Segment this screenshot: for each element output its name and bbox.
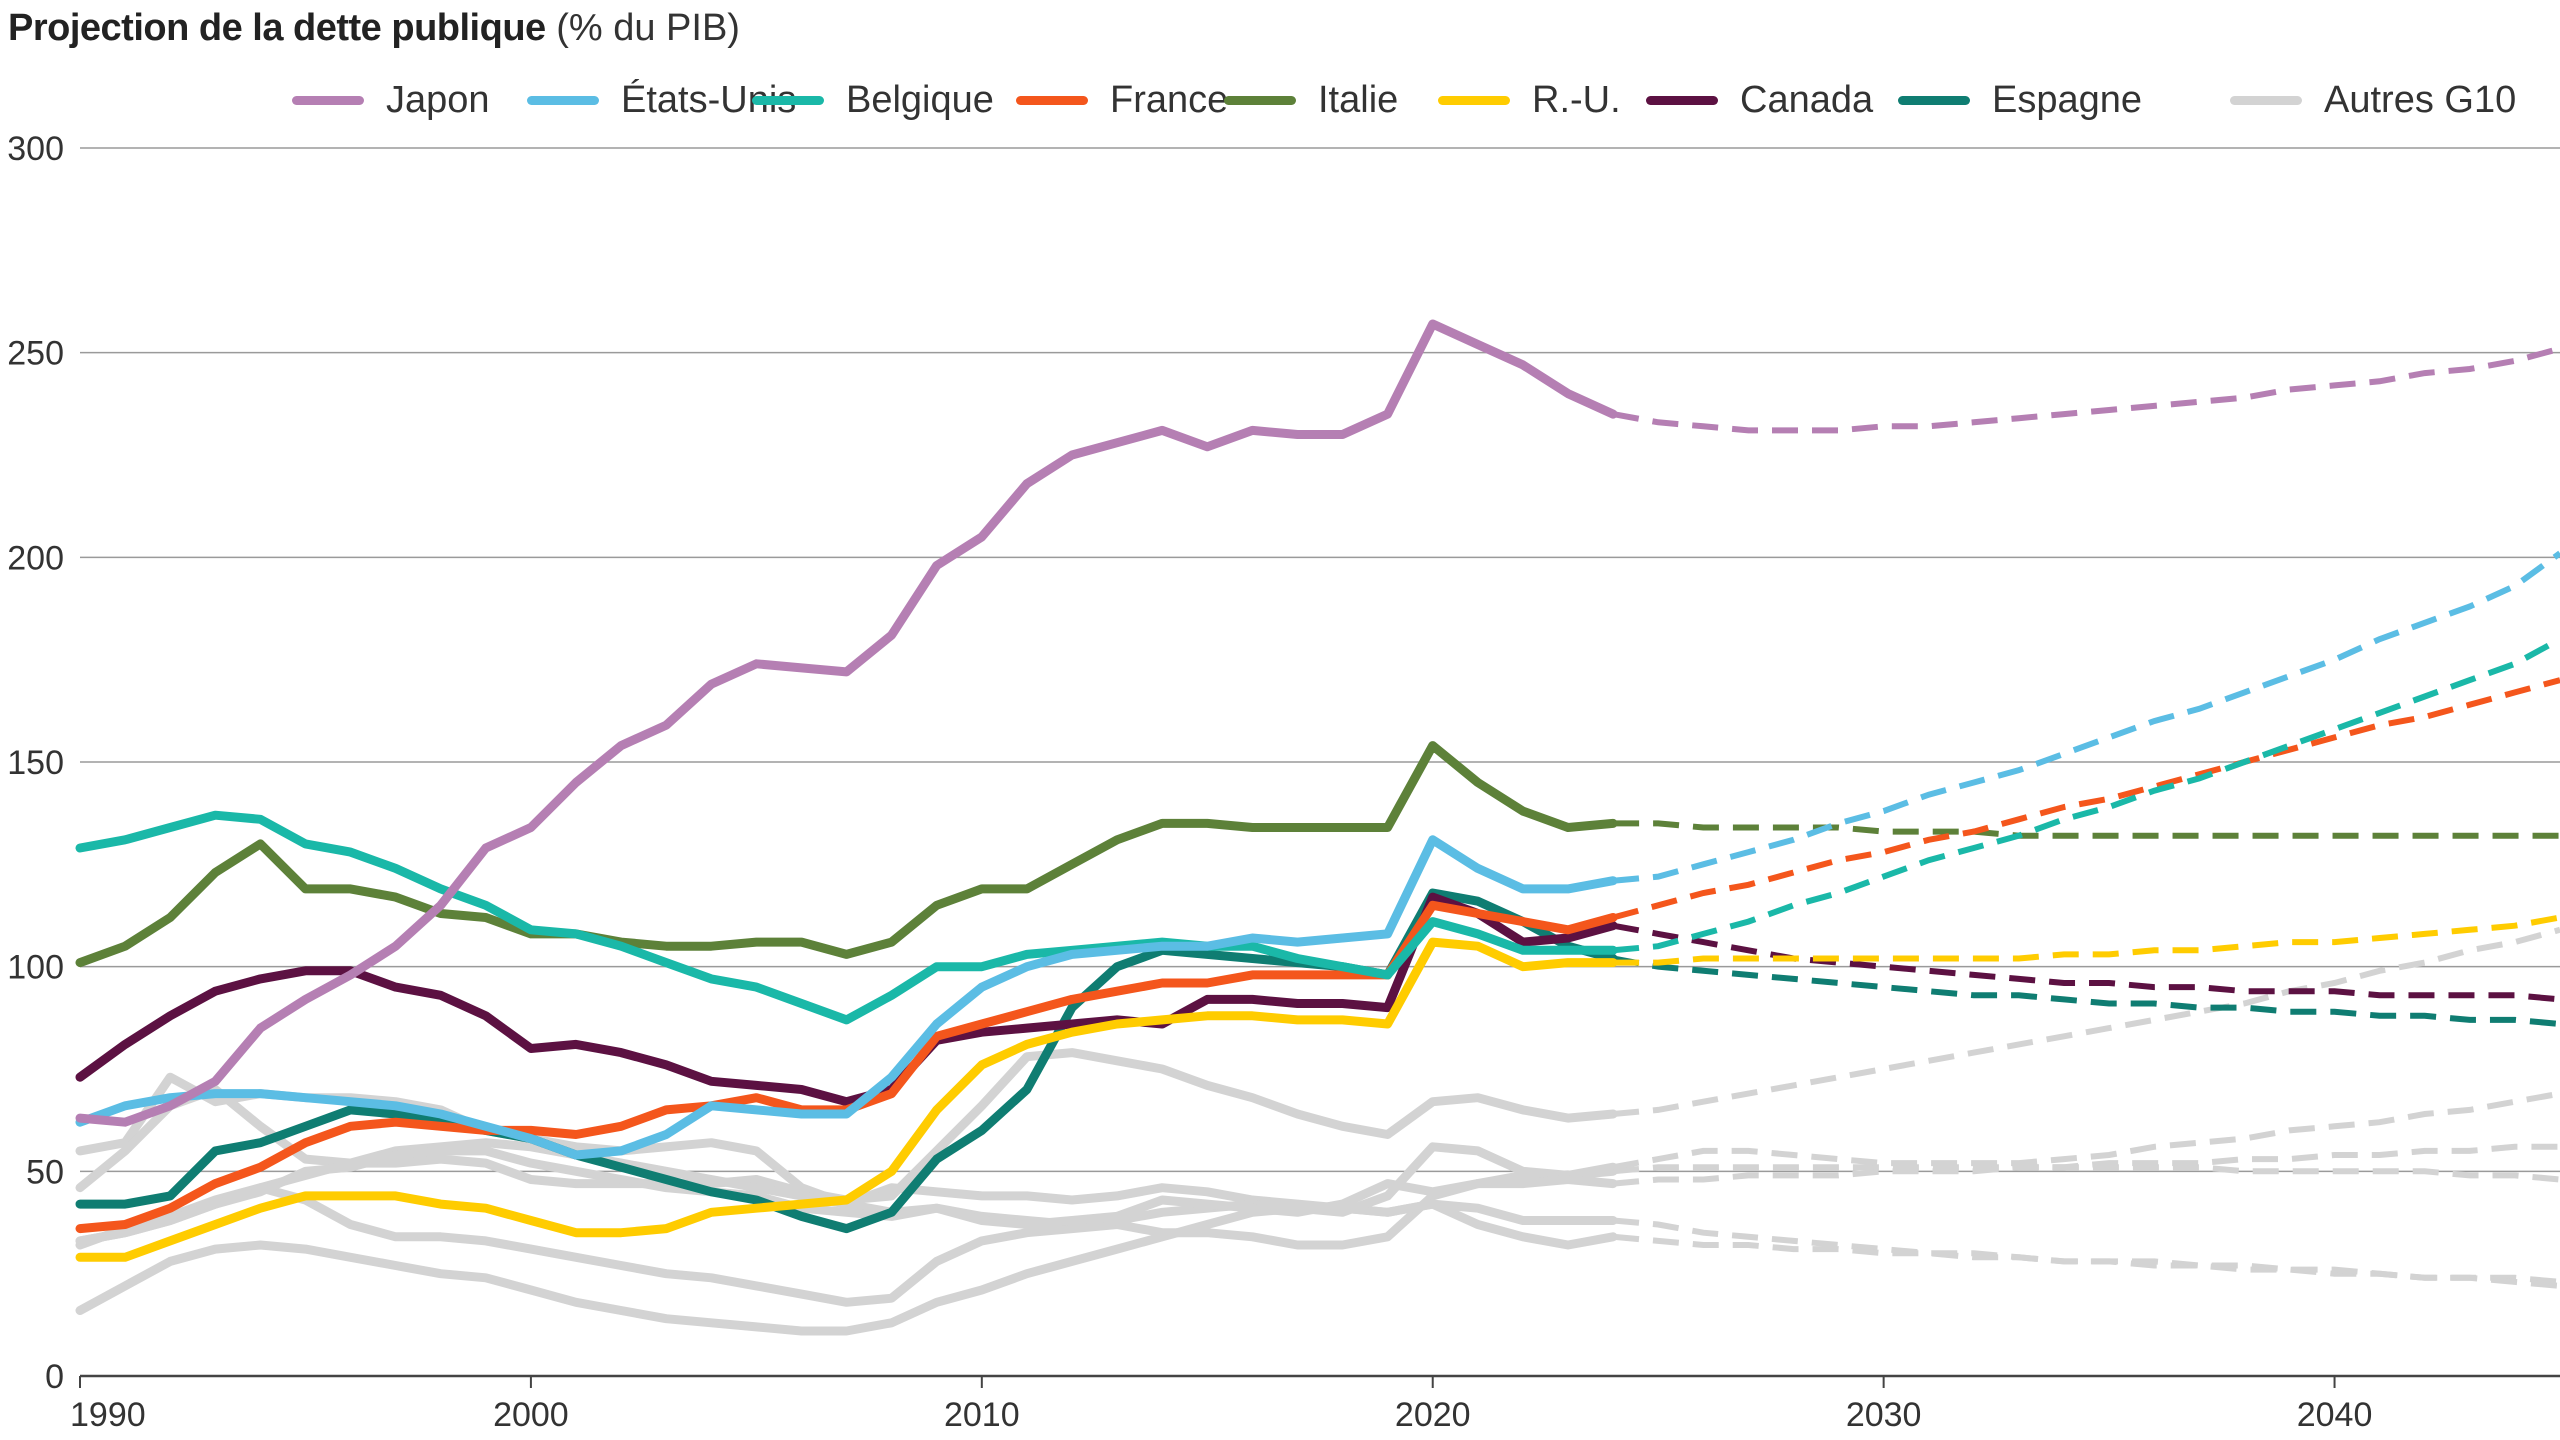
- series-line-autres: [75, 1199, 1618, 1336]
- legend-label: R.-U.: [1532, 78, 1621, 121]
- y-axis-ticks: 0 50 100 150 200 250 300: [7, 130, 64, 1396]
- series-projection-r-u: [1613, 914, 2560, 966]
- x-tick-label: 2010: [944, 1396, 1020, 1434]
- legend-label: Belgique: [846, 78, 994, 121]
- series-line-autres: [75, 1146, 1618, 1246]
- chart-title-subtitle: (% du PIB): [556, 7, 740, 49]
- legend-swatch: [292, 95, 364, 105]
- series-line-japon: [75, 319, 1618, 1127]
- x-tick-label: 2030: [1846, 1396, 1922, 1434]
- chart-legend: Japon États-Unis Belgique France Italie R.-U.…: [0, 72, 2560, 128]
- series-line-canada: [75, 892, 1618, 1107]
- series-projection-france: [1612, 677, 2560, 921]
- series-projection-autres-g10: [1612, 1217, 2560, 1285]
- y-tick-label: 250: [7, 335, 64, 373]
- series-projection-italie: [1613, 820, 2560, 839]
- legend-label: France: [1110, 78, 1229, 121]
- series-projection-espagne: [1612, 955, 2560, 1027]
- legend-item-r-u: R.-U.: [1438, 72, 1621, 128]
- legend-item-autres-g10: Autres G10: [2230, 72, 2516, 128]
- series-projection-autres: [1612, 1233, 2560, 1289]
- y-tick-label: 0: [45, 1358, 64, 1396]
- x-tick-label: 1990: [70, 1396, 146, 1434]
- series-projection-etats-unis: [1612, 550, 2560, 884]
- series-projection-canada: [1612, 922, 2560, 1003]
- legend-label: Japon: [386, 78, 490, 121]
- series-projection-japon: [1612, 345, 2560, 434]
- legend-swatch: [2230, 95, 2302, 105]
- legend-label: Espagne: [1992, 78, 2143, 121]
- legend-swatch: [1898, 95, 1970, 105]
- legend-swatch: [1438, 95, 1510, 105]
- y-tick-label: 50: [26, 1153, 64, 1191]
- series-line-etats-unis: [75, 835, 1618, 1160]
- legend-item-belgique: Belgique: [752, 72, 994, 128]
- legend-swatch: [1016, 95, 1088, 105]
- series-line-r-u: [75, 937, 1618, 1262]
- legend-item-japon: Japon: [292, 72, 490, 128]
- legend-label: Autres G10: [2324, 78, 2517, 121]
- series-lines: [75, 319, 2560, 1336]
- grid-lines: [80, 147, 2560, 1378]
- legend-item-france: France: [1016, 72, 1228, 128]
- legend-swatch: [1224, 95, 1296, 105]
- x-tick-label: 2000: [493, 1396, 569, 1434]
- legend-swatch: [527, 95, 599, 105]
- x-axis-ticks: 1990 2000 2010 2020 2030 2040: [70, 1376, 2372, 1434]
- legend-item-italie: Italie: [1224, 72, 1398, 128]
- legend-swatch: [1646, 95, 1718, 105]
- series-line-autres: [75, 1166, 1618, 1307]
- x-tick-label: 2020: [1395, 1396, 1471, 1434]
- chart-title-main: Projection de la dette publique: [8, 7, 546, 49]
- y-tick-label: 200: [7, 539, 64, 577]
- legend-label: Italie: [1318, 78, 1399, 121]
- series-line-italie: [75, 741, 1618, 968]
- legend-swatch: [752, 95, 824, 105]
- legend-item-canada: Canada: [1646, 72, 1873, 128]
- x-tick-label: 2040: [2297, 1396, 2373, 1434]
- series-projection-autres: [1612, 926, 2560, 1117]
- y-tick-label: 100: [7, 949, 64, 987]
- legend-label: Canada: [1740, 78, 1874, 121]
- series-line-belgique: [75, 810, 1618, 1025]
- legend-item-espagne: Espagne: [1898, 72, 2142, 128]
- series-projection-belgique: [1612, 636, 2560, 954]
- chart-title: Projection de la dette publique (% du PI…: [8, 4, 740, 52]
- series-projection-autres: [1612, 1090, 2560, 1171]
- y-tick-label: 150: [7, 744, 64, 782]
- y-tick-label: 300: [7, 130, 64, 168]
